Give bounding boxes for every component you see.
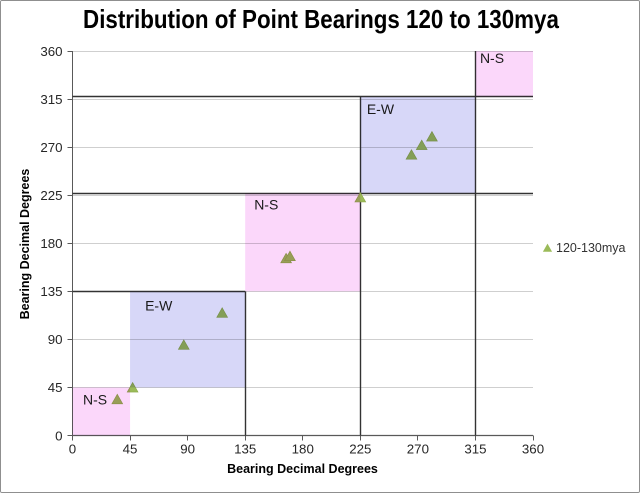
- region-label-n-s-0: N-S: [83, 391, 107, 407]
- x-tick-label-90: 90: [180, 442, 195, 457]
- chart-title: Distribution of Point Bearings 120 to 13…: [83, 4, 559, 34]
- legend-series-label: 120-130mya: [556, 241, 626, 255]
- x-tick-label-360: 360: [522, 442, 544, 457]
- x-tick-label-45: 45: [123, 442, 138, 457]
- region-label-n-s-4: N-S: [480, 50, 504, 66]
- region-e-w-1: [130, 291, 246, 388]
- tick-labels-group: 0 45 90 135 180 225 270 315 360 0 45 90 135 180 225 270…: [40, 44, 544, 457]
- region-label-n-s-2: N-S: [254, 197, 278, 213]
- region-n-s-2: [245, 193, 361, 292]
- y-tick-label-225: 225: [40, 188, 62, 203]
- region-n-s-4: [475, 51, 533, 97]
- region-label-e-w-3: E-W: [367, 101, 395, 117]
- region-labels-group: N-S E-W N-S E-W N-S: [83, 50, 504, 407]
- x-tick-label-315: 315: [464, 442, 486, 457]
- y-tick-label-270: 270: [40, 140, 62, 155]
- x-axis-title: Bearing Decimal Degrees: [227, 462, 378, 476]
- y-tick-label-315: 315: [40, 92, 62, 107]
- y-tick-label-180: 180: [40, 236, 62, 251]
- highlight-regions-group: [72, 51, 533, 436]
- y-tick-label-135: 135: [40, 284, 62, 299]
- axes-group: [67, 51, 534, 441]
- legend-triangle-marker-icon: [542, 243, 553, 252]
- x-tick-label-270: 270: [407, 442, 429, 457]
- y-tick-label-0: 0: [55, 428, 62, 443]
- x-tick-label-225: 225: [349, 442, 371, 457]
- x-tick-label-180: 180: [292, 442, 314, 457]
- y-tick-label-360: 360: [40, 44, 62, 59]
- region-n-s-0: [72, 387, 131, 436]
- y-tick-label-90: 90: [48, 332, 63, 347]
- y-tick-label-45: 45: [48, 380, 63, 395]
- region-e-w-3: [360, 96, 476, 194]
- x-tick-label-0: 0: [69, 442, 76, 457]
- region-label-e-w-1: E-W: [145, 297, 173, 313]
- legend: 120-130mya: [542, 241, 626, 255]
- y-axis-title: Bearing Decimal Degrees: [18, 168, 32, 320]
- x-tick-label-135: 135: [234, 442, 256, 457]
